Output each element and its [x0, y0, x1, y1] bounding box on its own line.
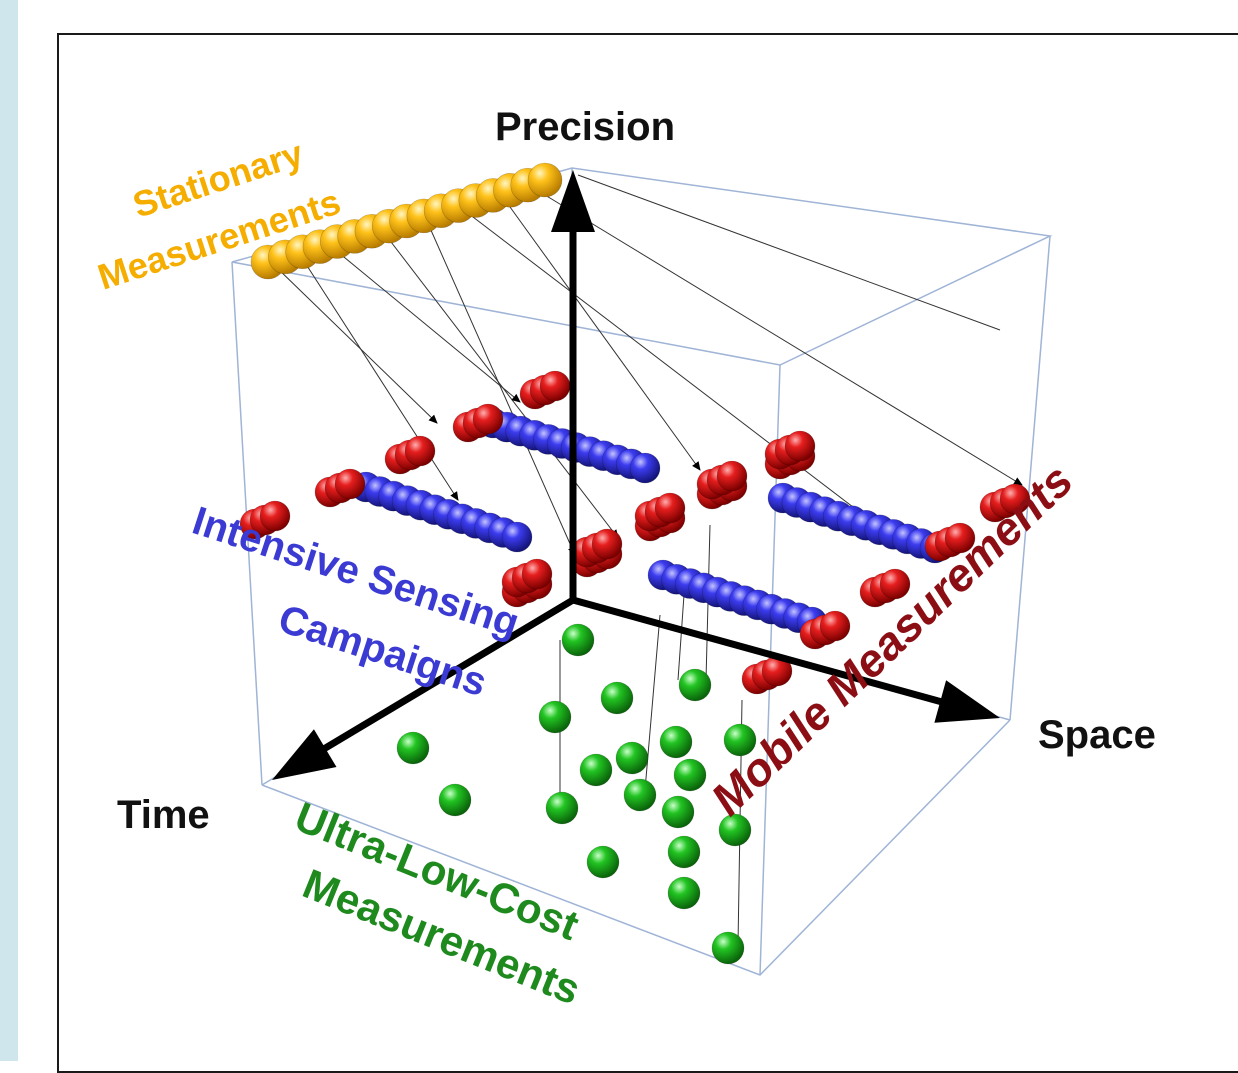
axis-label-precision: Precision: [495, 105, 675, 149]
red-sphere: [999, 483, 1031, 515]
green-sphere: [718, 813, 752, 847]
axes: [272, 170, 1000, 780]
projection-line: [472, 216, 871, 521]
red-sphere: [404, 435, 436, 467]
space-axis-arrow: [569, 596, 1000, 723]
green-sphere: [600, 681, 634, 715]
green-sphere: [673, 758, 707, 792]
green-sphere: [667, 876, 701, 910]
green-sphere: [586, 845, 620, 879]
green-sphere: [579, 753, 613, 787]
blue-sphere: [501, 521, 533, 553]
green-sphere: [438, 783, 472, 817]
green-sphere: [678, 668, 712, 702]
axis-label-space: Space: [1038, 713, 1156, 757]
axis-label-time: Time: [117, 793, 210, 837]
green-sphere: [623, 778, 657, 812]
projection-line: [677, 594, 685, 681]
green-sphere: [723, 723, 757, 757]
label-ultra-low-cost: Ultra-Low-Cost Measurements: [289, 793, 587, 1014]
sphere-layer: [239, 162, 1031, 965]
projection-line: [544, 194, 1023, 486]
projection-line: [577, 174, 1001, 331]
label-mobile-line1: Mobile Measurements: [701, 454, 1083, 825]
red-sphere: [334, 468, 366, 500]
green-sphere: [659, 725, 693, 759]
green-sphere: [538, 700, 572, 734]
red-sphere: [539, 370, 571, 402]
projection-line: [332, 247, 521, 403]
red-sphere: [521, 558, 553, 590]
projection-line: [301, 257, 459, 501]
time-axis-arrow: [272, 596, 577, 780]
red-sphere: [472, 403, 504, 435]
red-sphere: [716, 460, 748, 492]
green-sphere: [711, 931, 745, 965]
red-sphere: [879, 568, 911, 600]
green-sphere: [667, 835, 701, 869]
green-sphere: [661, 795, 695, 829]
red-sphere: [259, 500, 291, 532]
red-sphere: [944, 522, 976, 554]
green-sphere: [545, 791, 579, 825]
red-sphere: [784, 430, 816, 462]
projection-line: [509, 206, 701, 471]
box-bottom-edges: [261, 719, 1011, 976]
blue-sphere: [629, 452, 661, 484]
green-sphere: [561, 623, 595, 657]
green-sphere: [615, 741, 649, 775]
red-sphere: [591, 528, 623, 560]
label-mobile: Mobile Measurements: [701, 454, 1083, 825]
side-strip: [0, 0, 18, 1061]
box-edge-right: [1009, 235, 1051, 721]
yellow-sphere: [527, 162, 563, 198]
projection-line: [273, 264, 438, 424]
red-sphere: [819, 610, 851, 642]
red-sphere: [654, 492, 686, 524]
precision-axis-arrow: [551, 170, 595, 604]
projection-line: [429, 227, 576, 556]
green-sphere: [396, 731, 430, 765]
label-stationary: Stationary Measurements: [93, 132, 345, 297]
